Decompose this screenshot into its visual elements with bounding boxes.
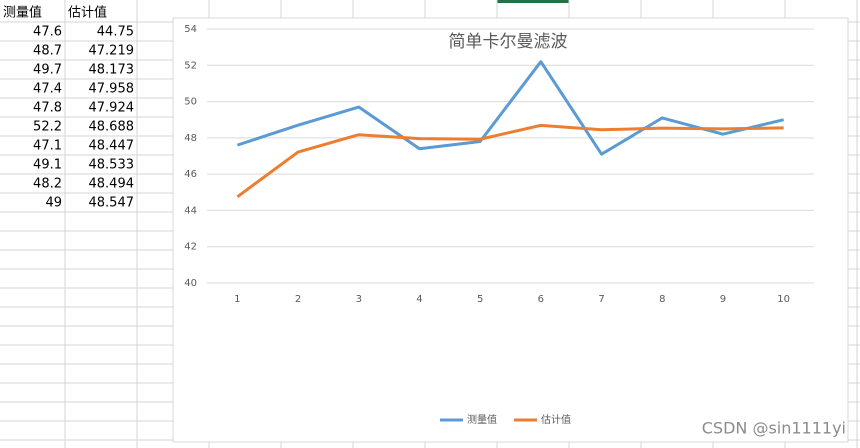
chart: 40 42 44 46 48 50 52 54 1 2 3 4 5 6 7 8 9 10 测量值 估计值 [184,24,814,426]
legend-label: 测量值 [467,413,497,426]
cell-value: 48.447 [89,139,135,154]
x-tick-label: 8 [659,294,665,305]
y-tick-label: 50 [184,97,197,108]
cell-value: 48.7 [33,44,62,59]
x-tick-label: 9 [720,294,726,305]
cell-value: 48.533 [89,158,135,173]
x-tick-label: 1 [234,294,240,305]
chart-title: 简单卡尔曼滤波 [449,32,568,52]
sheet-cells: 测量值 47.6 48.7 49.7 47.4 47.8 52.2 47.1 49.1 48.2 4… [3,5,134,211]
column-header: 估计值 [68,5,107,21]
y-tick-label: 40 [184,278,197,289]
cell-value: 49 [45,196,62,211]
cell-value: 47.8 [33,101,62,116]
y-tick-label: 44 [184,205,197,216]
y-tick-label: 42 [184,242,197,253]
x-tick-label: 6 [538,294,544,305]
cell-value: 52.2 [33,120,62,135]
legend-label: 估计值 [541,413,571,426]
cell-value: 48.2 [33,177,62,192]
y-tick-label: 54 [184,24,197,35]
cell-value: 49.7 [33,63,62,78]
watermark: CSDN @sin1111yi [702,419,846,438]
cell-value: 48.547 [89,196,135,211]
cell-value: 47.1 [33,139,62,154]
x-tick-label: 5 [477,294,483,305]
cell-value: 48.688 [89,120,135,135]
y-tick-label: 46 [184,169,197,180]
y-tick-label: 48 [184,133,197,144]
cell-value: 47.924 [89,101,135,116]
cell-value: 47.4 [33,82,62,97]
cell-value: 44.75 [97,25,134,40]
series-line [236,123,784,199]
chart-area [172,17,849,443]
cell-value: 49.1 [33,158,62,173]
cell-value: 48.494 [89,177,135,192]
x-tick-label: 3 [356,294,362,305]
x-tick-label: 4 [416,294,422,305]
selected-column [497,0,569,3]
x-tick-label: 2 [295,294,301,305]
x-tick-label: 7 [598,294,604,305]
column-header: 测量值 [3,5,42,21]
x-tick-label: 10 [777,294,790,305]
cell-value: 48.173 [89,63,135,78]
y-tick-label: 52 [184,60,197,71]
cell-value: 47.6 [33,25,62,40]
cell-value: 47.219 [89,44,135,59]
cell-value: 47.958 [89,82,135,97]
series-line [236,60,784,156]
